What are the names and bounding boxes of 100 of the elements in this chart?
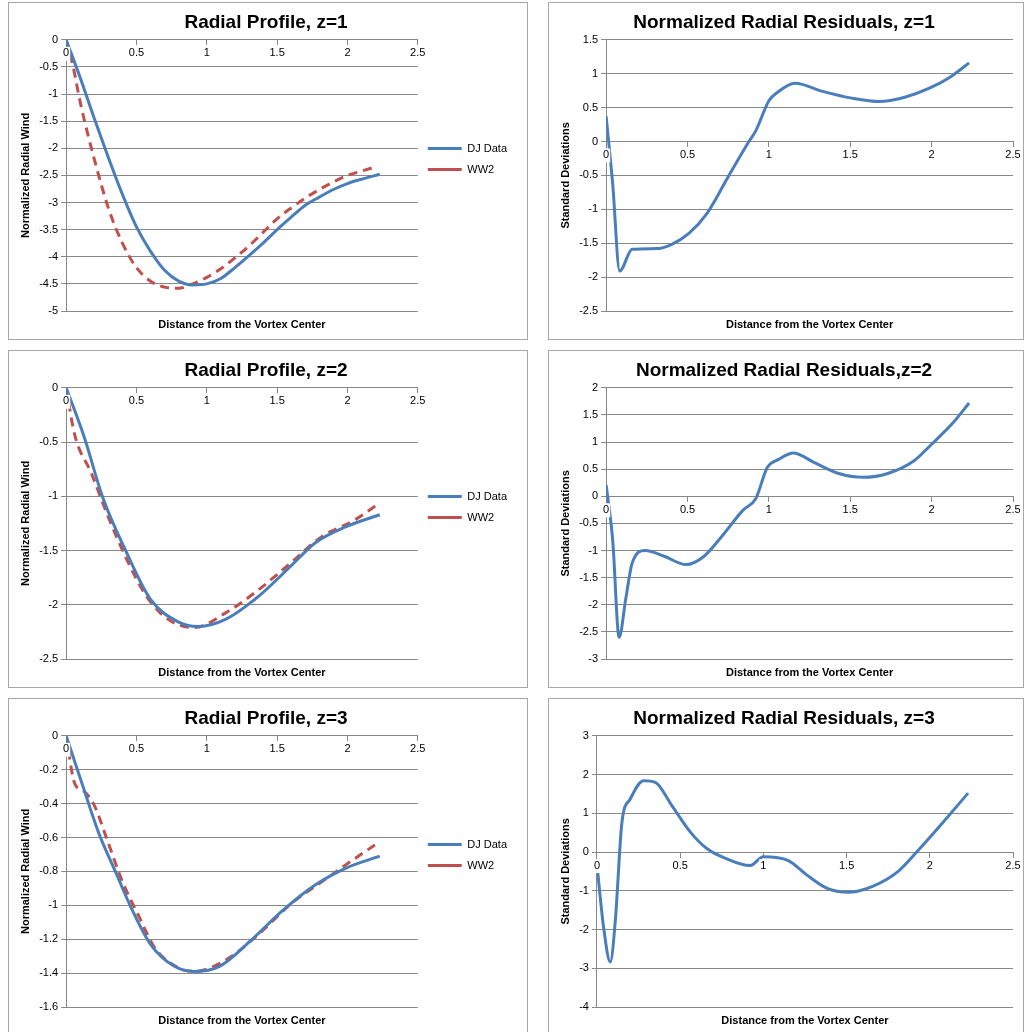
y-axis-title: Standard Deviations xyxy=(558,122,571,229)
legend-label: WW2 xyxy=(467,162,495,175)
legend-label: DJ Data xyxy=(467,141,508,154)
legend-label: DJ Data xyxy=(467,489,508,502)
y-tick-label: -3 xyxy=(588,652,599,665)
y-tick-label: 0 xyxy=(52,32,59,45)
y-tick-label: -2.5 xyxy=(39,168,59,181)
x-tick-label: 1.5 xyxy=(838,858,855,871)
y-tick-label: 0 xyxy=(592,489,599,502)
y-tick-label: -2.5 xyxy=(579,304,599,317)
y-tick-label: -1 xyxy=(48,898,59,911)
chart-title: Radial Profile, z=1 xyxy=(184,10,348,32)
y-tick-label: 1.5 xyxy=(582,407,599,420)
y-tick-label: -0.5 xyxy=(579,516,599,529)
y-tick-label: 1 xyxy=(582,806,589,819)
x-axis-title: Distance from the Vortex Center xyxy=(725,317,894,330)
x-tick-label: 1 xyxy=(203,394,210,407)
y-tick-label: -1 xyxy=(588,202,599,215)
x-tick-label: 1.5 xyxy=(842,148,858,161)
x-tick-label: 2 xyxy=(928,148,935,161)
y-tick-label: 2 xyxy=(582,767,589,780)
x-tick-label: 2.5 xyxy=(410,742,426,755)
y-tick-label: -1 xyxy=(48,489,59,502)
y-tick-label: -1.4 xyxy=(39,966,59,979)
y-tick-label: 0.5 xyxy=(582,462,599,475)
y-tick-label: -5 xyxy=(48,304,59,317)
y-tick-label: 3 xyxy=(582,728,589,741)
x-tick-label: 2 xyxy=(344,394,351,407)
y-tick-label: -0.4 xyxy=(39,796,59,809)
x-tick-label: 0.5 xyxy=(128,742,145,755)
x-axis-title: Distance from the Vortex Center xyxy=(721,1013,890,1026)
y-tick-label: -1 xyxy=(48,87,59,100)
y-tick-label: -2 xyxy=(579,922,589,935)
y-tick-label: -2.5 xyxy=(39,652,59,665)
y-tick-label: -4 xyxy=(579,1000,589,1013)
y-tick-label: -0.5 xyxy=(39,59,59,72)
y-tick-label: -1.5 xyxy=(579,570,599,583)
x-tick-label: 0 xyxy=(63,46,70,59)
y-axis-title: Normalized Radial Wind xyxy=(18,808,31,934)
x-axis-title: Distance from the Vortex Center xyxy=(158,1013,327,1026)
x-tick-label: 1 xyxy=(203,46,210,59)
x-tick-label: 0 xyxy=(603,502,610,515)
x-axis-title: Distance from the Vortex Center xyxy=(158,317,327,330)
x-tick-label: 1.5 xyxy=(269,742,285,755)
y-axis-title: Normalized Radial Wind xyxy=(18,112,31,238)
x-axis-title: Distance from the Vortex Center xyxy=(725,665,894,678)
legend-label: DJ Data xyxy=(467,837,508,850)
x-tick-label: 1.5 xyxy=(269,46,285,59)
y-tick-label: -1 xyxy=(579,883,589,896)
y-tick-label: -0.8 xyxy=(39,864,59,877)
y-tick-label: 0 xyxy=(52,728,59,741)
y-tick-label: -3.5 xyxy=(39,222,59,235)
y-tick-label: -1.2 xyxy=(39,932,59,945)
y-tick-label: -3 xyxy=(579,961,589,974)
x-tick-label: 2 xyxy=(344,742,351,755)
y-tick-label: -2 xyxy=(48,597,59,610)
x-tick-label: 0 xyxy=(603,148,610,161)
y-tick-label: -0.6 xyxy=(39,830,59,843)
x-tick-label: 1.5 xyxy=(269,394,285,407)
chart-title: Normalized Radial Residuals,z=2 xyxy=(635,358,933,380)
y-tick-label: -2 xyxy=(588,270,599,283)
x-tick-label: 1 xyxy=(765,502,772,515)
x-tick-label: 2 xyxy=(926,858,933,871)
y-tick-label: 0 xyxy=(52,380,59,393)
y-tick-label: 0 xyxy=(592,134,599,147)
y-tick-label: 1.5 xyxy=(582,32,599,45)
y-tick-label: 2 xyxy=(592,380,599,393)
y-axis-title: Standard Deviations xyxy=(558,470,571,577)
x-tick-label: 0.5 xyxy=(128,46,145,59)
x-tick-label: 1 xyxy=(765,148,772,161)
y-tick-label: 0 xyxy=(582,845,589,858)
y-tick-label: -4.5 xyxy=(39,276,59,289)
y-tick-label: -0.5 xyxy=(39,435,59,448)
x-tick-label: 0 xyxy=(63,742,70,755)
legend-label: WW2 xyxy=(467,510,495,523)
chart-title: Normalized Radial Residuals, z=3 xyxy=(633,706,935,728)
y-tick-label: -2 xyxy=(588,597,599,610)
x-tick-label: 2.5 xyxy=(410,46,426,59)
y-tick-label: -3 xyxy=(48,195,59,208)
y-tick-label: -1.5 xyxy=(39,543,59,556)
x-tick-label: 0.5 xyxy=(128,394,145,407)
y-tick-label: -1.5 xyxy=(39,114,59,127)
x-tick-label: 2 xyxy=(344,46,351,59)
y-tick-label: -1.5 xyxy=(579,236,599,249)
x-tick-label: 2.5 xyxy=(1005,148,1021,161)
chart-title: Normalized Radial Residuals, z=1 xyxy=(633,10,936,32)
x-tick-label: 0.5 xyxy=(679,148,696,161)
x-tick-label: 0.5 xyxy=(679,502,696,515)
x-tick-label: 0 xyxy=(63,394,70,407)
y-tick-label: -1 xyxy=(588,543,599,556)
y-tick-label: -4 xyxy=(48,249,59,262)
x-tick-label: 2.5 xyxy=(410,394,426,407)
legend-label: WW2 xyxy=(467,858,495,871)
y-tick-label: 1 xyxy=(592,435,599,448)
y-tick-label: 1 xyxy=(592,66,599,79)
x-tick-label: 1.5 xyxy=(842,502,858,515)
x-tick-label: 2.5 xyxy=(1005,502,1021,515)
x-tick-label: 1 xyxy=(760,858,767,871)
x-tick-label: 2.5 xyxy=(1005,858,1021,871)
chart-title: Radial Profile, z=3 xyxy=(184,706,348,728)
